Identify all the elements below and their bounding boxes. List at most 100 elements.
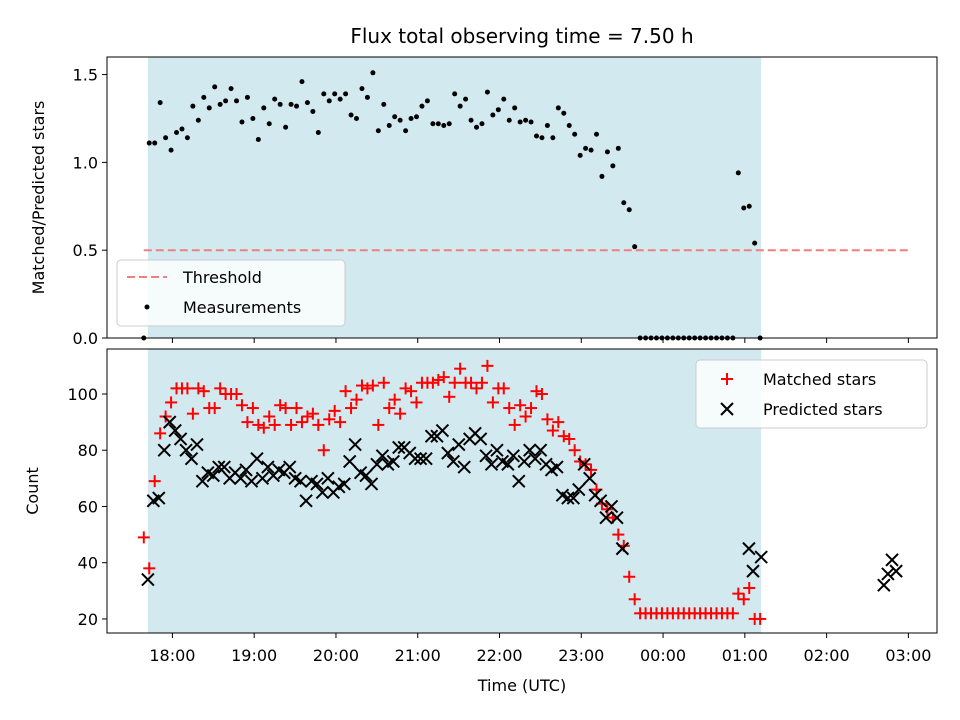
measurement-point — [452, 91, 458, 97]
matched-star-point — [377, 376, 390, 389]
measurement-point — [397, 117, 403, 123]
y-tick-label: 1.0 — [73, 153, 98, 172]
top-x-ticks — [171, 338, 909, 343]
predicted-star-point — [881, 567, 895, 581]
predicted-star-point — [375, 449, 390, 463]
matched-star-point — [148, 475, 161, 488]
predicted-star-point — [342, 454, 357, 469]
chart-title: Flux total observing time = 7.50 h — [350, 24, 693, 48]
predicted-star-point — [512, 474, 526, 488]
predicted-star-point — [742, 541, 756, 556]
x-tick-label: 00:00 — [640, 646, 686, 665]
measurement-points — [141, 70, 763, 341]
x-tick-label: 22:00 — [476, 646, 522, 665]
measurement-point — [386, 122, 392, 128]
matched-star-point — [743, 582, 756, 595]
matched-star-point — [443, 390, 456, 403]
bottom-legend: Matched stars Predicted stars — [695, 359, 928, 429]
matched-star-point — [159, 410, 172, 423]
predicted-star-point — [195, 474, 210, 488]
predicted-star-point — [244, 474, 259, 488]
matched-star-point — [732, 587, 745, 600]
predicted-star-point — [877, 578, 891, 592]
matched-star-point — [470, 382, 483, 395]
matched-star-point — [546, 424, 559, 437]
measurement-point — [566, 122, 572, 128]
predicted-star-point — [233, 471, 248, 486]
measurement-point — [523, 117, 529, 123]
measurement-point — [392, 114, 398, 120]
matched-star-point — [388, 393, 401, 406]
predicted-star-point — [550, 460, 564, 474]
matched-star-point — [355, 379, 368, 392]
measurement-point — [441, 122, 447, 128]
predicted-star-point — [217, 460, 231, 474]
matched-star-point — [345, 402, 358, 415]
measurement-point — [746, 203, 752, 209]
predicted-star-point — [310, 477, 324, 491]
measurement-point — [163, 135, 169, 141]
predicted-star-point — [293, 474, 308, 488]
matched-star-point — [465, 376, 478, 389]
measurement-point — [348, 112, 354, 118]
matched-star-point — [585, 463, 598, 476]
measurement-point — [735, 170, 741, 176]
measurement-point — [310, 108, 316, 114]
matched-star-point — [263, 410, 276, 423]
predicted-star-point — [282, 460, 297, 474]
top-y-axis-label: Matched/Predicted stars — [29, 101, 48, 295]
matched-star-point — [197, 385, 210, 398]
predicted-star-point — [364, 477, 379, 491]
y-tick-label: 1.5 — [73, 66, 98, 85]
bottom-legend-box — [695, 359, 928, 429]
measurement-point — [468, 117, 474, 123]
matched-star-point — [274, 399, 287, 412]
measurement-point — [517, 119, 523, 125]
measurement-point — [501, 96, 507, 102]
predicted-star-point — [321, 471, 335, 486]
matched-star-point — [497, 382, 510, 395]
predicted-star-point — [615, 541, 630, 556]
measurement-point — [195, 117, 201, 123]
measurement-point — [484, 89, 490, 95]
matched-star-point — [301, 410, 314, 423]
matched-star-point — [399, 382, 412, 395]
measurement-point — [354, 115, 360, 121]
predicted-star-point — [441, 446, 455, 460]
matched-star-point — [454, 362, 467, 375]
bottom-axes-frame — [106, 348, 938, 634]
matched-star-point — [525, 402, 538, 415]
measurement-point — [539, 135, 545, 141]
legend-measurements-label: Measurements — [183, 298, 301, 317]
predicted-star-point — [141, 572, 155, 587]
measurement-point — [364, 94, 370, 100]
matched-star-point — [137, 531, 150, 544]
y-tick-label: 100 — [67, 385, 98, 404]
predicted-star-point — [359, 468, 373, 483]
matched-star-point — [285, 418, 298, 431]
predicted-star-point — [315, 485, 330, 500]
measurement-point — [457, 103, 463, 109]
matched-star-point — [481, 359, 494, 372]
predicted-star-point — [179, 443, 193, 457]
measurement-point — [588, 147, 594, 153]
y-tick-label: 40 — [78, 554, 98, 573]
predicted-star-point — [577, 457, 591, 471]
predicted-star-point — [446, 454, 461, 469]
measurement-point — [506, 117, 512, 123]
matched-star-point — [323, 413, 336, 426]
matched-star-point — [257, 421, 270, 434]
measurement-point — [190, 103, 196, 109]
measurement-point — [332, 91, 338, 97]
measurement-point — [370, 70, 376, 76]
measurement-point — [283, 124, 289, 130]
predicted-star-point — [250, 451, 264, 466]
matched-star-point — [426, 376, 439, 389]
predicted-star-point — [885, 553, 899, 567]
predicted-star-point — [561, 491, 575, 505]
matched-star-point — [186, 407, 199, 420]
measurement-point — [304, 100, 310, 106]
predicted-star-point — [392, 440, 406, 455]
predicted-star-point — [212, 460, 226, 474]
measurement-point — [228, 86, 234, 92]
